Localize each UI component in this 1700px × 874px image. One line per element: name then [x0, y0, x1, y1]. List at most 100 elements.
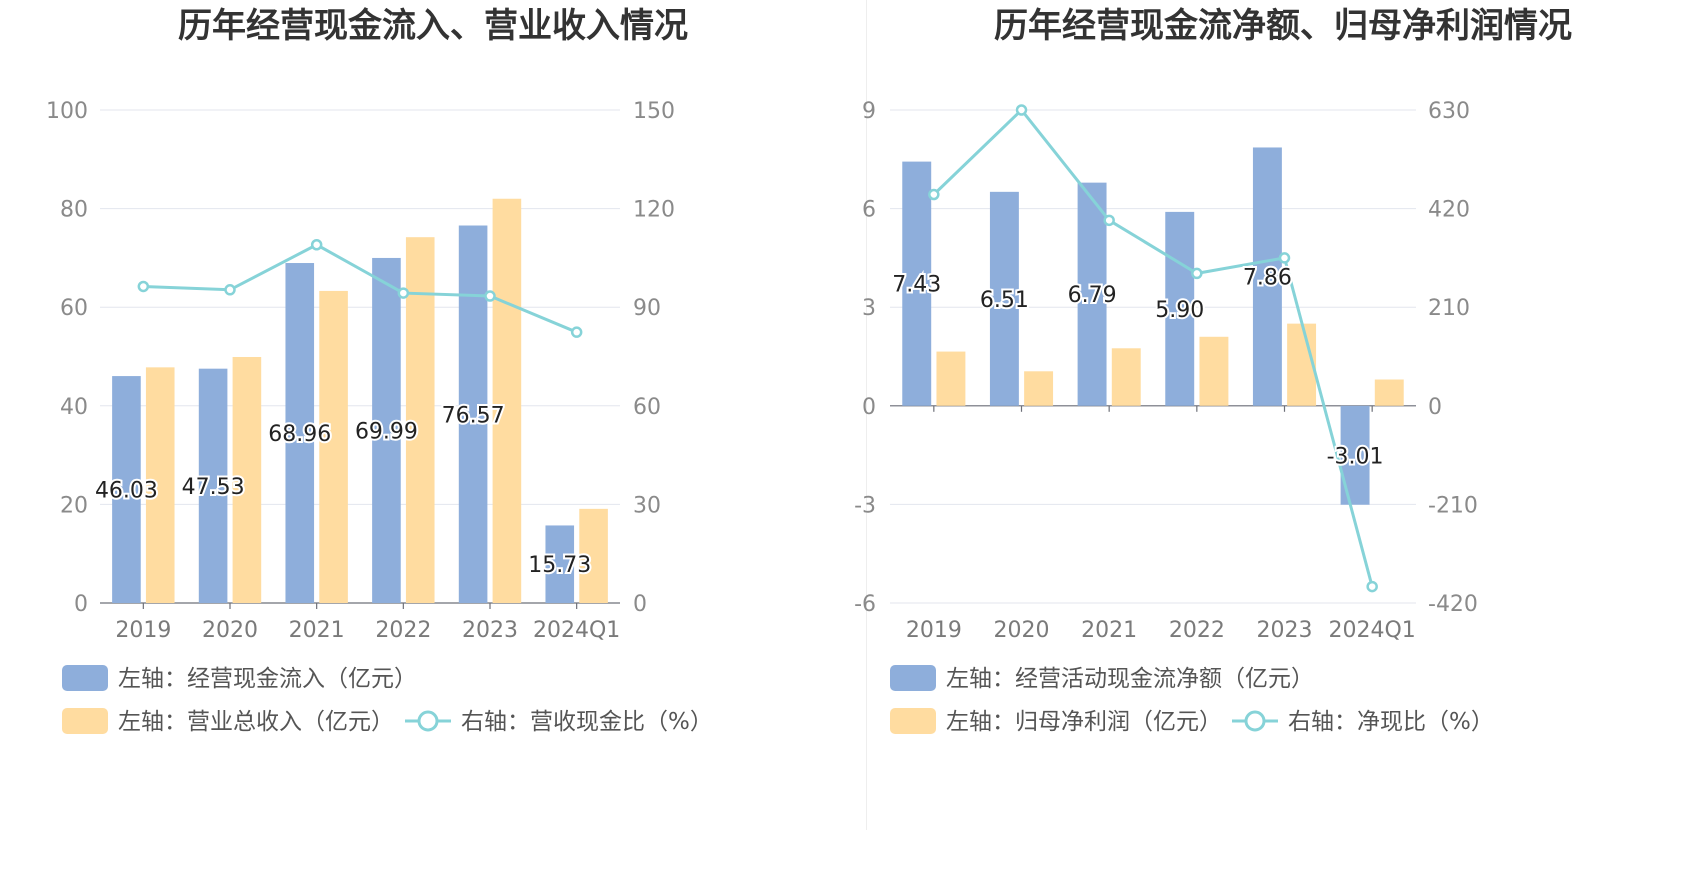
left-right-axis-tick: 120 [633, 198, 675, 223]
right-right-axis-tick: -420 [1428, 592, 1478, 617]
right-bar-series2 [936, 351, 966, 406]
left-data-label: 15.73 [528, 553, 591, 578]
right-line-point [1103, 214, 1115, 227]
left-left-axis-tick: 40 [60, 395, 88, 420]
left-line-point [570, 326, 583, 338]
left-bar-series2 [232, 356, 262, 603]
left-bar-series1 [285, 263, 315, 603]
right-line-point [1015, 104, 1028, 116]
left-line-series [143, 243, 578, 334]
left-legend-label-2: 右轴：营收现金比（%） [461, 709, 713, 735]
left-right-axis-tick: 60 [633, 395, 661, 420]
right-line-point [1366, 580, 1378, 593]
right-chart-title: 历年经营现金流净额、归母净利润情况 [994, 6, 1572, 46]
left-line-point [310, 239, 323, 251]
right-bar-series1 [1252, 147, 1282, 406]
left-x-axis-tick: 2023 [462, 618, 518, 643]
left-legend-marker-2 [417, 710, 439, 732]
left-x-axis-tick: 2020 [202, 618, 258, 643]
panel-divider [866, 0, 867, 830]
right-data-label: 6.51 [980, 288, 1029, 313]
left-left-axis-tick: 80 [60, 198, 88, 223]
left-bar-series1 [458, 225, 488, 604]
left-x-axis-tick: 2022 [375, 618, 431, 643]
right-legend-swatch-1 [890, 708, 936, 734]
left-left-axis-tick: 20 [60, 493, 88, 518]
right-data-label: 6.79 [1068, 283, 1117, 308]
right-x-axis-tick: 2023 [1257, 618, 1313, 643]
right-left-axis-tick: -3 [854, 493, 876, 518]
left-line-point [484, 290, 496, 302]
left-bar-series1 [372, 257, 401, 603]
left-right-axis-tick: 150 [633, 99, 675, 124]
right-right-axis-tick: 420 [1428, 198, 1470, 223]
right-legend-label-0: 左轴：经营活动现金流净额（亿元） [946, 666, 1314, 692]
left-bar-series2 [145, 367, 175, 603]
right-right-axis-tick: 210 [1428, 296, 1470, 321]
right-x-axis-tick: 2021 [1081, 618, 1137, 643]
right-line-series [932, 107, 1374, 587]
right-left-axis-tick: 6 [862, 198, 876, 223]
right-data-label: 7.86 [1243, 266, 1292, 291]
right-data-label: 5.90 [1155, 298, 1204, 323]
right-line-point [1191, 267, 1203, 280]
right-bar-series2 [1287, 323, 1317, 406]
right-right-axis-tick: 630 [1428, 99, 1470, 124]
left-right-axis-tick: 30 [633, 493, 661, 518]
left-chart-title: 历年经营现金流入、营业收入情况 [178, 6, 688, 46]
left-data-label: 68.96 [268, 422, 331, 447]
right-bar-series1 [1077, 182, 1107, 406]
right-bar-series2 [1199, 336, 1229, 406]
right-x-axis-tick: 2022 [1169, 618, 1225, 643]
left-data-label: 46.03 [95, 479, 158, 504]
left-chart: 0 20 40 60 80 100 0 30 60 90 120 150 2019 2020 2021 202… [46, 99, 713, 735]
left-line-point [224, 284, 236, 296]
right-legend-marker-2 [1244, 710, 1266, 732]
right-legend-swatch-0 [890, 665, 936, 691]
left-legend-label-0: 左轴：经营现金流入（亿元） [118, 666, 417, 692]
left-x-axis-tick: 2021 [289, 618, 345, 643]
left-legend-swatch-1 [62, 708, 108, 734]
left-bar-series1 [545, 525, 575, 603]
right-bar-series1 [1165, 211, 1195, 406]
left-bar-series2 [492, 198, 522, 604]
left-left-axis-tick: 60 [60, 296, 88, 321]
right-left-axis-tick: -6 [854, 592, 876, 617]
right-legend-label-1: 左轴：归母净利润（亿元） [946, 709, 1222, 735]
right-data-label: -3.01 [1327, 444, 1384, 469]
left-bar-series1 [198, 368, 228, 603]
right-bar-series2 [1374, 379, 1404, 406]
left-right-axis-tick: 0 [633, 592, 647, 617]
right-x-axis-tick: 2019 [906, 618, 962, 643]
left-legend-swatch-0 [62, 665, 108, 691]
right-line-point [1278, 252, 1291, 264]
left-bar-series1 [112, 376, 141, 603]
left-bar-series2 [579, 508, 608, 603]
right-bar-series2 [1024, 371, 1054, 406]
left-line-point [397, 287, 410, 299]
right-data-label: 7.43 [892, 273, 941, 298]
left-x-axis-tick: 2024Q1 [533, 618, 620, 643]
right-x-axis-tick: 2020 [994, 618, 1050, 643]
right-right-axis-tick: 0 [1428, 395, 1442, 420]
left-bar-series2 [319, 290, 348, 603]
left-left-axis-tick: 100 [46, 99, 88, 124]
right-line-point [928, 188, 940, 201]
right-bar-series1 [902, 161, 932, 406]
right-x-axis-tick: 2024Q1 [1329, 618, 1416, 643]
right-legend-label-2: 右轴：净现比（%） [1288, 709, 1494, 735]
right-bar-series2 [1111, 348, 1141, 406]
left-x-axis-tick: 2019 [115, 618, 171, 643]
left-data-label: 76.57 [442, 403, 505, 428]
right-right-axis-tick: -210 [1428, 493, 1478, 518]
left-bar-series2 [405, 237, 435, 603]
right-left-axis-tick: 9 [862, 99, 876, 124]
right-left-axis-tick: 3 [862, 296, 876, 321]
left-right-axis-tick: 90 [633, 296, 661, 321]
left-data-label: 47.53 [182, 475, 245, 500]
left-left-axis-tick: 0 [74, 592, 88, 617]
left-legend-label-1: 左轴：营业总收入（亿元） [118, 709, 394, 735]
right-bar-series1 [989, 191, 1019, 406]
